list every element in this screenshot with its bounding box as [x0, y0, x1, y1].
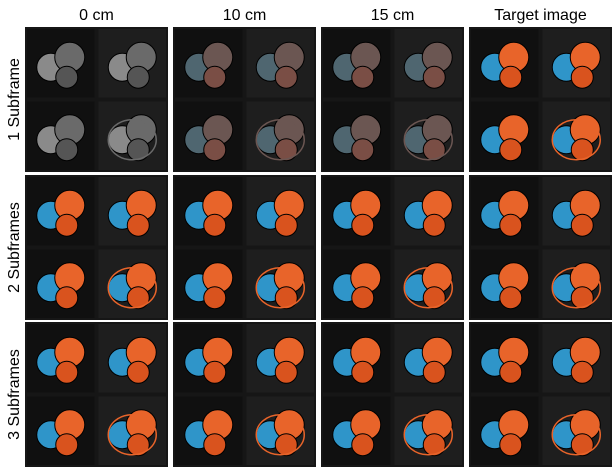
- ball: [126, 360, 150, 384]
- image-cell: [469, 175, 612, 320]
- image-cell: [25, 322, 168, 467]
- ring: [403, 119, 453, 161]
- image-cell: [321, 175, 464, 320]
- image-cell: [469, 27, 612, 172]
- ball: [274, 138, 298, 162]
- column-header: 15 cm: [371, 7, 415, 24]
- ball: [422, 138, 446, 162]
- image-cell: [469, 322, 612, 467]
- ball: [55, 213, 79, 237]
- image-cell: [25, 175, 168, 320]
- ball: [126, 213, 150, 237]
- ball: [422, 65, 446, 89]
- ball: [422, 213, 446, 237]
- ball: [203, 286, 227, 310]
- ball: [126, 286, 150, 310]
- ball: [55, 360, 79, 384]
- ball: [126, 65, 150, 89]
- ball: [351, 433, 375, 457]
- ball: [570, 433, 594, 457]
- ball: [351, 360, 375, 384]
- image-cell: [173, 322, 316, 467]
- ring: [107, 119, 157, 161]
- ring: [551, 119, 601, 161]
- ring: [551, 267, 601, 309]
- ball: [274, 433, 298, 457]
- image-cell: [25, 27, 168, 172]
- ball: [570, 65, 594, 89]
- ball: [422, 433, 446, 457]
- ball: [55, 65, 79, 89]
- ring: [255, 267, 305, 309]
- ring: [255, 414, 305, 456]
- ball: [422, 286, 446, 310]
- ring: [551, 414, 601, 456]
- ball: [274, 213, 298, 237]
- ball: [499, 65, 523, 89]
- ball: [55, 433, 79, 457]
- ball: [55, 286, 79, 310]
- ball: [570, 138, 594, 162]
- ball: [570, 213, 594, 237]
- ball: [499, 360, 523, 384]
- image-cell: [321, 27, 464, 172]
- ball: [351, 286, 375, 310]
- ball: [499, 286, 523, 310]
- ball: [274, 65, 298, 89]
- ball: [570, 286, 594, 310]
- ring: [107, 414, 157, 456]
- ball: [351, 65, 375, 89]
- column-header: Target image: [494, 7, 587, 24]
- ball: [203, 360, 227, 384]
- ball: [351, 138, 375, 162]
- column-header: 10 cm: [223, 7, 267, 24]
- ball: [203, 213, 227, 237]
- row-label: 2 Subframes: [6, 202, 23, 293]
- ball: [499, 433, 523, 457]
- ball: [422, 360, 446, 384]
- ball: [499, 138, 523, 162]
- ball: [203, 65, 227, 89]
- ring: [403, 267, 453, 309]
- ring: [255, 119, 305, 161]
- ring: [403, 414, 453, 456]
- ball: [570, 360, 594, 384]
- row-label: 3 Subframes: [6, 349, 23, 440]
- image-cell: [321, 322, 464, 467]
- ring: [107, 267, 157, 309]
- column-header: 0 cm: [79, 7, 114, 24]
- image-cell: [173, 27, 316, 172]
- ball: [203, 433, 227, 457]
- ball: [351, 213, 375, 237]
- ball: [203, 138, 227, 162]
- image-cell: [173, 175, 316, 320]
- ball: [126, 138, 150, 162]
- row-label: 1 Subframe: [6, 58, 23, 141]
- ball: [274, 286, 298, 310]
- ball: [274, 360, 298, 384]
- ball: [499, 213, 523, 237]
- ball: [55, 138, 79, 162]
- ball: [126, 433, 150, 457]
